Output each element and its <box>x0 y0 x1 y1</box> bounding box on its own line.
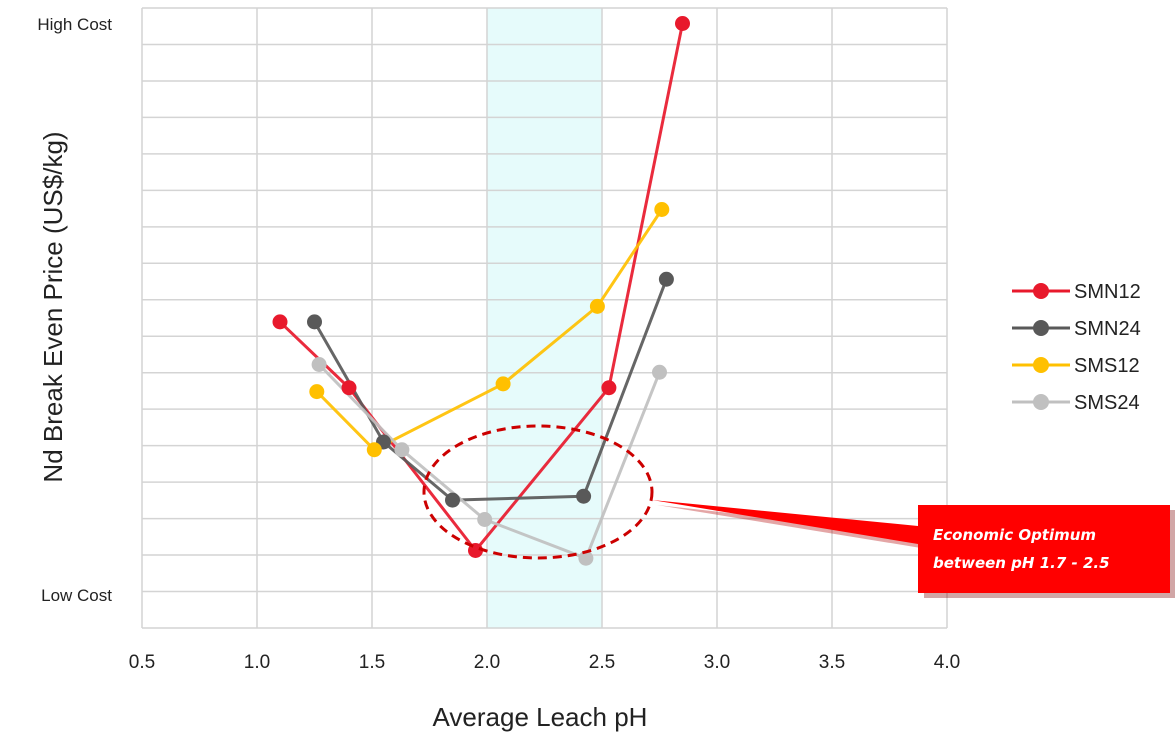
callout-box <box>918 505 1170 593</box>
data-point-sms12 <box>589 298 605 314</box>
data-point-sms24 <box>578 550 594 566</box>
data-point-smn24 <box>658 271 674 287</box>
series-points <box>272 16 690 566</box>
data-point-sms12 <box>654 202 670 217</box>
data-point-sms12 <box>366 442 382 458</box>
callout: Economic Optimum between pH 1.7 - 2.5 <box>422 424 1175 598</box>
x-tick-label: 0.5 <box>129 652 155 673</box>
callout-text-line1: Economic Optimum <box>933 526 1096 544</box>
callout-text-line2: between pH 1.7 - 2.5 <box>933 554 1110 572</box>
legend-marker-sms12 <box>1033 357 1049 373</box>
optimum-ellipse <box>422 424 654 560</box>
legend-label-sms24: SMS24 <box>1074 392 1140 414</box>
legend-label-smn12: SMN12 <box>1074 281 1141 303</box>
data-point-smn24 <box>445 492 460 508</box>
data-point-smn12 <box>675 16 690 31</box>
data-point-smn12 <box>341 380 357 396</box>
data-point-sms12 <box>309 384 325 400</box>
y-bottom-label: Low Cost <box>41 586 112 605</box>
data-point-smn12 <box>601 380 617 396</box>
x-tick-label: 3.0 <box>704 652 730 673</box>
data-point-sms24 <box>394 442 410 458</box>
legend: SMN12 SMN24 SMS12 SMS24 <box>1012 281 1141 414</box>
legend-marker-sms24 <box>1033 394 1049 410</box>
y-axis-title: Nd Break Even Price (US$/kg) <box>38 131 68 482</box>
x-axis-title: Average Leach pH <box>433 702 648 732</box>
data-point-smn24 <box>576 488 592 504</box>
grid <box>141 7 948 629</box>
data-point-smn24 <box>307 314 322 330</box>
callout-pointer-shadow <box>657 505 921 548</box>
x-tick-label: 4.0 <box>934 652 960 673</box>
legend-label-smn24: SMN24 <box>1074 318 1141 340</box>
data-point-sms24 <box>477 512 493 527</box>
x-tick-labels: 0.5 1.0 1.5 2.0 2.5 3.0 3.5 4.0 <box>129 652 960 673</box>
y-top-label: High Cost <box>37 15 112 34</box>
data-point-sms12 <box>495 376 511 392</box>
data-point-sms24 <box>311 357 327 372</box>
x-tick-label: 1.0 <box>244 652 270 673</box>
x-tick-label: 1.5 <box>359 652 385 673</box>
x-tick-label: 2.0 <box>474 652 500 673</box>
legend-marker-smn12 <box>1033 283 1049 299</box>
legend-label-sms12: SMS12 <box>1074 355 1140 377</box>
legend-marker-smn24 <box>1033 320 1049 336</box>
x-tick-label: 2.5 <box>589 652 615 673</box>
x-tick-label: 3.5 <box>819 652 845 673</box>
data-point-smn12 <box>272 314 288 330</box>
callout-pointer <box>652 500 918 544</box>
data-point-sms24 <box>652 364 667 380</box>
